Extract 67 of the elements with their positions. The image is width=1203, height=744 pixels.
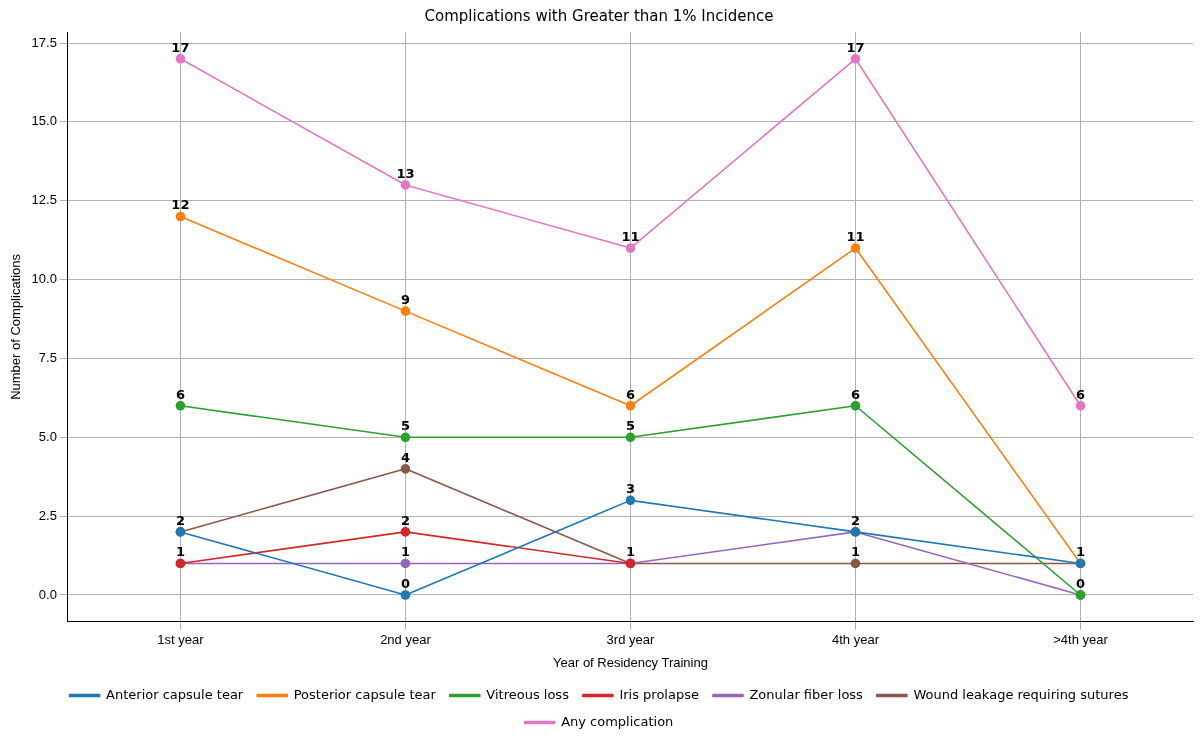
y-tick-label: 15.0 [31,113,57,129]
data-label: 2 [400,512,410,528]
data-label: 17 [171,39,190,55]
point [400,180,411,190]
data-label: 11 [846,228,865,244]
legend-label: Wound leakage requiring sutures [913,686,1129,702]
point [850,54,861,64]
x-tick-label: 1st year [157,632,205,648]
data-label: 11 [621,228,640,244]
point [400,464,411,474]
point [175,54,186,64]
point [400,558,411,569]
point [625,243,636,253]
data-label: 4 [400,449,410,465]
y-tick-label: 7.5 [38,350,57,366]
legend-label: Anterior capsule tear [106,686,244,702]
y-tick-label: 0.0 [38,586,57,602]
x-tick-label: 3rd year [606,632,655,648]
point [175,211,186,222]
data-label: 3 [625,481,635,497]
point [1075,400,1086,411]
data-label: 2 [850,512,860,528]
data-label: 1 [850,544,860,560]
point [850,243,861,253]
legend-label: Any complication [561,713,674,729]
x-tick-label: 4th year [831,632,880,648]
x-tick-label: >4th year [1053,632,1109,648]
data-label: 5 [625,418,635,434]
data-label: 0 [1075,575,1086,591]
y-tick-label: 10.0 [31,271,57,287]
legend-label: Vitreous loss [486,686,570,702]
data-label: 2 [175,512,185,528]
data-label: 5 [400,418,410,434]
legend-label: Iris prolapse [619,686,699,702]
point [850,558,861,569]
chart-title: Complications with Greater than 1% Incidence [424,6,774,25]
y-axis-title: Number of Complications [8,253,24,400]
data-label: 12 [171,197,190,213]
data-label: 6 [850,386,860,402]
data-label: 6 [625,386,635,402]
point [850,400,861,411]
point [400,527,411,537]
point [625,432,636,443]
point [400,306,411,316]
data-label: 17 [846,39,865,55]
data-label: 6 [1075,386,1086,402]
legend-label: Zonular fiber loss [749,686,864,702]
data-label: 13 [396,165,415,181]
data-label: 9 [400,292,410,307]
point [400,432,411,443]
data-label: 1 [1075,544,1086,560]
point [625,400,636,411]
point [625,495,636,506]
y-tick-label: 5.0 [38,428,57,444]
y-tick-label: 2.5 [38,507,57,523]
data-label: 0 [400,575,410,591]
data-label: 1 [400,544,410,560]
data-label: 1 [625,544,635,560]
data-label: 6 [175,386,185,402]
legend-label: Posterior capsule tear [293,686,437,702]
x-tick-label: 2nd year [380,632,432,648]
x-axis-title: Year of Residency Training [553,654,708,670]
point [175,400,186,411]
y-tick-label: 12.5 [31,192,57,208]
data-label: 1 [175,544,185,560]
y-tick-label: 17.5 [31,34,57,50]
point [400,590,411,600]
